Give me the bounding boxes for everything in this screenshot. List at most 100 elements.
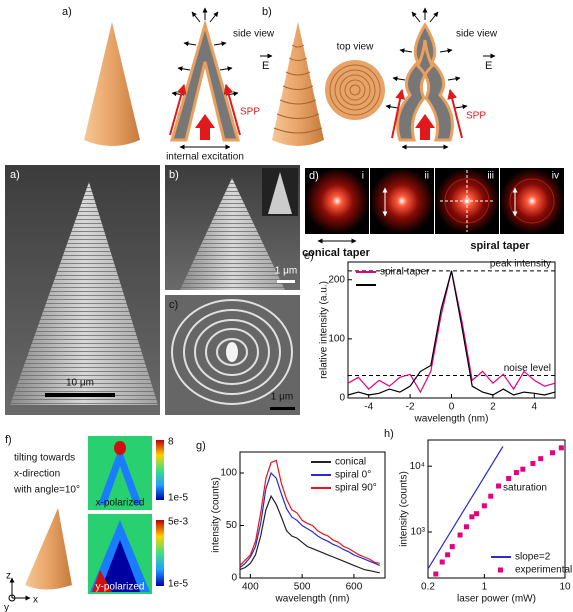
data-point — [445, 552, 450, 557]
legend-label: spiral 0° — [335, 470, 371, 481]
panel-label: b) — [262, 6, 272, 18]
panel-label: h) — [384, 428, 394, 440]
panel-label: g) — [196, 440, 206, 452]
scale-bar — [45, 393, 115, 397]
y-tick-label: 0 — [339, 393, 345, 404]
data-point — [506, 476, 511, 481]
colorbar-label: 5e-3 — [168, 517, 188, 528]
legend-label: experimental — [515, 565, 572, 576]
tilted-cone — [25, 508, 72, 590]
scale-label: 1 μm — [275, 266, 297, 277]
legend-label: conical — [335, 457, 366, 468]
data-point — [469, 514, 474, 519]
label: spiral taper — [470, 240, 530, 252]
colorbar — [156, 520, 164, 586]
excitation-arrow — [195, 114, 215, 140]
axis-label: y — [4, 603, 9, 612]
field-hotspot — [114, 441, 126, 455]
x-tick-label: 1 — [482, 582, 488, 593]
data-point — [530, 461, 535, 466]
x-tick-label: 4 — [532, 402, 538, 413]
map-label: y-polarized — [96, 582, 145, 593]
image-label: iii — [487, 171, 494, 182]
colorbar-label: 1e-5 — [168, 579, 188, 590]
x-tick-label: 400 — [242, 582, 259, 593]
panel-label: a) — [10, 169, 20, 181]
legend-label: spiral 90° — [335, 483, 377, 494]
label: side view — [233, 29, 275, 40]
colorbar — [156, 440, 164, 500]
reference-label: peak intensity — [490, 259, 551, 270]
legend-label: spiral taper — [380, 267, 430, 278]
data-point — [450, 544, 455, 549]
schematic: a) side view E SPP internal excitation b… — [62, 6, 498, 163]
label: E — [485, 60, 492, 72]
legend-label: slope=2 — [515, 552, 551, 563]
legend-swatch — [498, 568, 503, 573]
image-label: ii — [425, 171, 429, 182]
image-label: i — [362, 171, 364, 182]
scale-label: 10 μm — [66, 378, 94, 389]
colorbar-label: 1e-5 — [168, 493, 188, 504]
x-tick-label: -4 — [364, 402, 373, 413]
panel-label: b) — [169, 169, 179, 181]
x-tick-label: 0 — [449, 402, 455, 413]
data-point — [464, 524, 469, 529]
caption: x-direction — [14, 469, 60, 480]
scale-bar — [277, 280, 295, 283]
y-tick-label: 10³ — [411, 527, 426, 538]
caption: tilting towards — [14, 453, 75, 464]
x-axis-label: wavelength (nm) — [414, 414, 489, 425]
x-tick-label: 10 — [559, 582, 571, 593]
data-line — [348, 271, 555, 395]
y-tick-label: 0 — [231, 573, 237, 584]
x-tick-label: 500 — [294, 582, 311, 593]
panel-label: c) — [169, 299, 178, 311]
scale-label: 1 μm — [271, 392, 293, 403]
data-point — [482, 503, 487, 508]
y-axis-label: intensity (counts) — [211, 477, 222, 553]
x-axis-label: laser power (mW) — [457, 594, 536, 605]
label: internal excitation — [166, 152, 244, 163]
panel-label: d) — [309, 170, 319, 182]
data-point — [496, 484, 501, 489]
far-field: i ii iii iv d) conical taper spiral tape… — [302, 168, 564, 259]
x-tick-label: 600 — [346, 582, 363, 593]
y-tick-label: 50 — [226, 520, 238, 531]
data-point — [488, 494, 493, 499]
scale-bar — [270, 407, 295, 410]
data-point — [440, 560, 445, 565]
x-tick-label: 0.2 — [421, 582, 435, 593]
panel-label: a) — [62, 6, 72, 18]
apex — [226, 342, 238, 362]
figure: a) side view E SPP internal excitation b… — [0, 0, 573, 612]
data-point — [433, 572, 438, 577]
top-view-disk — [325, 60, 385, 120]
spiral-cone — [272, 22, 324, 146]
reference-label: noise level — [504, 363, 551, 374]
label: SPP — [240, 107, 260, 118]
data-point — [474, 511, 479, 516]
x-tick-label: -2 — [406, 402, 415, 413]
data-point — [538, 456, 543, 461]
caption: with angle=10° — [13, 485, 80, 496]
y-tick-label: 10⁴ — [410, 461, 425, 472]
x-axis-label: wavelength (nm) — [275, 594, 350, 605]
sem-images: 10 μm a) 1 μm b) 1 μm c) — [5, 165, 300, 415]
map-label: x-polarized — [96, 498, 145, 509]
data-point — [458, 533, 463, 538]
panel-label: f) — [5, 434, 12, 446]
y-axis-label: intensity (counts) — [399, 471, 410, 547]
panel-label: e) — [304, 250, 314, 262]
data-line — [428, 447, 503, 569]
label: SPP — [466, 111, 486, 122]
data-point — [520, 467, 525, 472]
plot-frame — [348, 262, 555, 398]
simulation: f) tilting towards x-direction with angl… — [4, 434, 188, 612]
y-axis-label: relative intensity (a.u.) — [319, 281, 330, 379]
cone — [84, 22, 140, 146]
data-point — [550, 450, 555, 455]
label: E — [262, 60, 269, 72]
image-label: iv — [552, 171, 559, 182]
x-tick-label: 2 — [490, 402, 496, 413]
